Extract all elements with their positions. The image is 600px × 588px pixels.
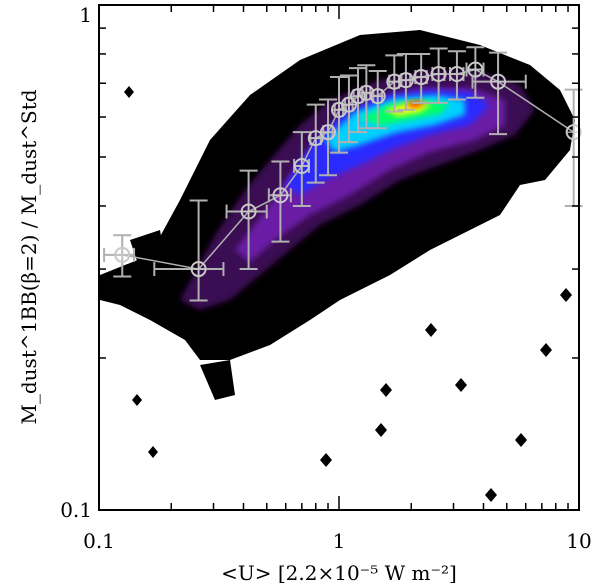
data-point (471, 51, 527, 136)
outlier-cell (515, 433, 527, 447)
y-tick-label: 1 (79, 3, 92, 27)
binned-series (103, 46, 583, 302)
data-point (396, 52, 415, 111)
outlier-cell (124, 86, 134, 98)
data-point (412, 52, 431, 104)
x-tick-label: 10 (566, 529, 591, 553)
outlier-cell (375, 423, 387, 437)
data-point (225, 169, 268, 271)
outlier-cells (124, 86, 572, 502)
data-point (153, 199, 225, 302)
y-axis-label: M_dust^1BB(β=2) / M_dust^Std (17, 89, 41, 424)
data-point (292, 131, 311, 207)
data-point (330, 76, 348, 154)
data-point (368, 70, 387, 130)
outlier-cell (485, 488, 497, 502)
outlier-cell (148, 446, 158, 458)
x-tick-label: 1 (333, 529, 346, 553)
data-point (429, 47, 448, 104)
x-axis-label: <U> [2.2×10⁻⁵ W m⁻²] (221, 561, 457, 585)
outlier-cell (540, 343, 552, 357)
outlier-cell (425, 323, 437, 337)
y-tick-label: 0.1 (60, 498, 92, 522)
data-point (319, 98, 338, 177)
data-point (349, 67, 368, 134)
x-tick-label: 0.1 (83, 529, 115, 553)
density-level-0b (200, 360, 235, 400)
outlier-cell (560, 288, 572, 302)
outlier-cell (380, 383, 392, 397)
axes (98, 4, 580, 511)
data-point (267, 160, 292, 243)
outlier-cell (132, 394, 142, 406)
data-point (103, 234, 136, 278)
data-point (465, 46, 485, 99)
outlier-cell (320, 453, 332, 467)
data-point (447, 50, 466, 101)
density-map (100, 30, 575, 502)
outlier-cell (455, 378, 467, 392)
density-level-0c (130, 230, 165, 270)
data-point (339, 74, 358, 144)
